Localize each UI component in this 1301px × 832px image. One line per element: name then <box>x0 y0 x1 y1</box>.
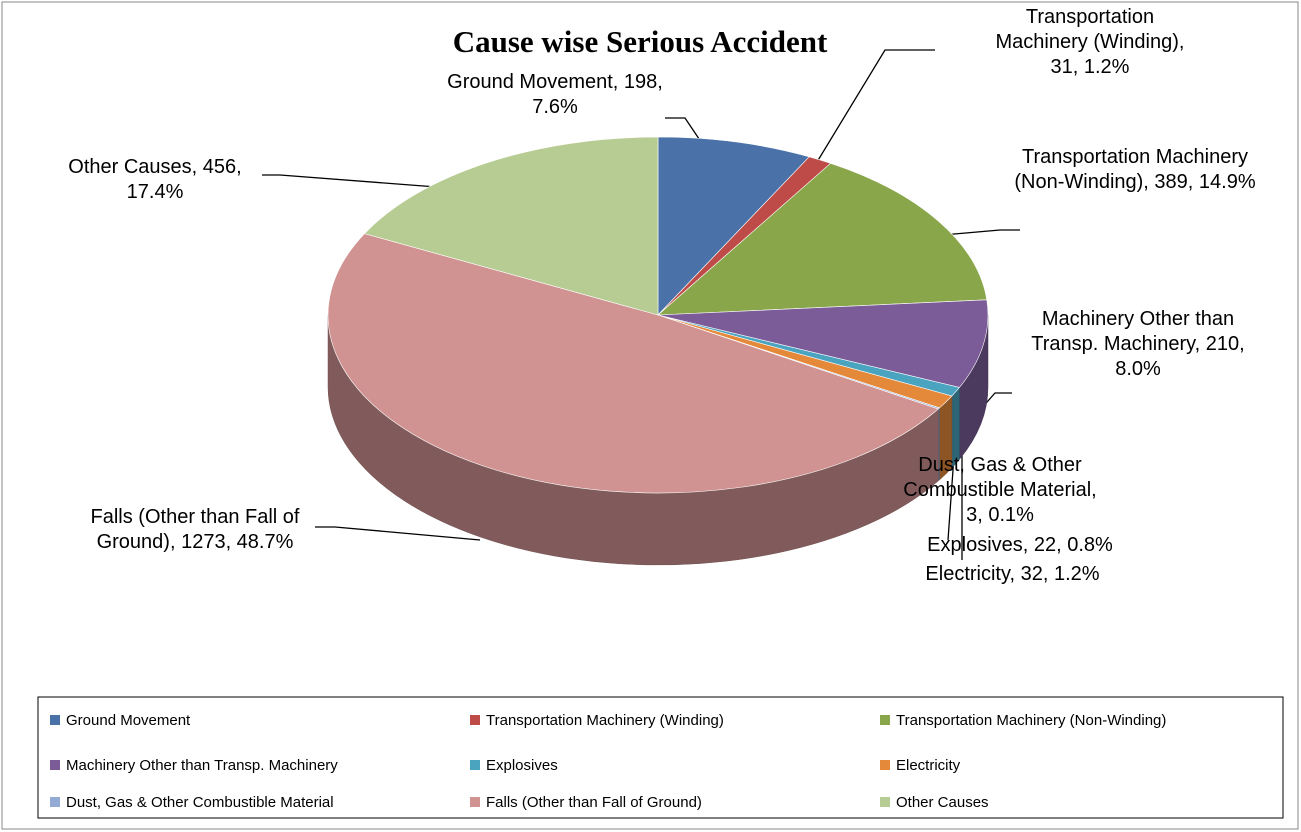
legend-swatch <box>880 797 890 807</box>
legend-label: Dust, Gas & Other Combustible Material <box>66 794 334 811</box>
legend-label: Explosives <box>486 757 558 774</box>
legend-label: Other Causes <box>896 794 989 811</box>
data-label: Other Causes, 456, 17.4% <box>68 156 242 203</box>
data-label: Transportation Machinery (Winding), 31, … <box>995 6 1185 78</box>
data-label: Falls (Other than Fall of Ground), 1273,… <box>90 506 300 553</box>
legend-swatch <box>470 715 480 725</box>
legend-swatch <box>470 797 480 807</box>
pie-slice <box>327 233 939 494</box>
data-label: Ground Movement, 198, 7.6% <box>447 71 663 118</box>
legend-swatch <box>50 715 60 725</box>
legend-label: Machinery Other than Transp. Machinery <box>66 757 338 774</box>
leader <box>315 526 481 541</box>
legend-swatch <box>50 760 60 770</box>
pie-slice <box>363 136 659 316</box>
legend-swatch <box>50 797 60 807</box>
legend-swatch <box>880 715 890 725</box>
data-label: Explosives, 22, 0.8% <box>927 534 1113 556</box>
pie-tops <box>327 136 989 494</box>
leader <box>799 49 935 191</box>
data-label: Transportation Machinery (Non-Winding), … <box>1014 146 1256 193</box>
pie-slice <box>657 136 810 316</box>
data-label: Machinery Other than Transp. Machinery, … <box>1031 308 1245 380</box>
leader <box>262 174 503 193</box>
legend-box <box>37 696 1284 819</box>
legend-swatch <box>470 760 480 770</box>
legend-label: Falls (Other than Fall of Ground) <box>486 794 702 811</box>
data-label: Electricity, 32, 1.2% <box>925 563 1100 585</box>
legend-swatch <box>880 760 890 770</box>
pie-slice <box>657 162 988 316</box>
legend-label: Transportation Machinery (Non-Winding) <box>896 712 1166 729</box>
chart-title: Cause wise Serious Accident <box>453 24 828 59</box>
legend-label: Electricity <box>896 757 961 774</box>
data-label: Dust, Gas & Other Combustible Material, … <box>903 454 1097 526</box>
pie-slice <box>657 299 989 388</box>
legend-label: Ground Movement <box>66 712 191 729</box>
legend-label: Transportation Machinery (Winding) <box>486 712 724 729</box>
